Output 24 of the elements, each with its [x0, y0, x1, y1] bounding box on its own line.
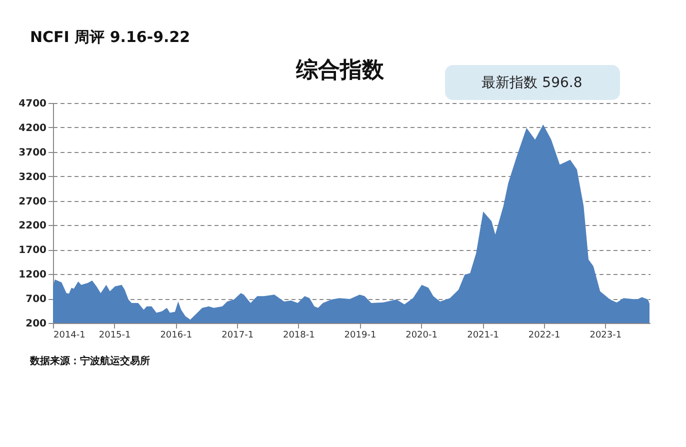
y-tick-label: 2200: [18, 220, 47, 232]
x-tick-label: 2018-1: [282, 330, 315, 340]
x-tick-label: 2021-1: [467, 330, 499, 340]
text: 最新指数 596.8: [482, 75, 582, 91]
y-tick-label: 2700: [18, 196, 47, 208]
chart-title: 综合指数: [295, 58, 385, 83]
x-tick-label: 2019-1: [344, 330, 376, 340]
y-tick-label: 1700: [18, 245, 47, 256]
y-tick-label: 700: [26, 294, 47, 306]
source-note: 数据来源：宁波航运交易所: [29, 355, 150, 367]
x-tick-label: 2023-1: [590, 330, 622, 340]
text: NCFI 周评 9.16-9.22: [30, 28, 190, 46]
x-tick-label: 2016-1: [160, 330, 192, 340]
y-tick-label: 4200: [18, 122, 47, 134]
y-tick-label: 3700: [18, 147, 47, 158]
x-tick-label: 2017-1: [222, 330, 254, 340]
y-tick-label: 1200: [18, 270, 47, 281]
x-tick-label: 2020-1: [406, 330, 438, 340]
y-tick-label: 3200: [18, 172, 47, 183]
x-tick-label: 2015-1: [98, 330, 131, 340]
x-tick-label: 2022-1: [528, 330, 560, 340]
y-tick-label: 200: [26, 318, 47, 330]
y-tick-label: 4700: [18, 98, 47, 110]
x-tick-label: 2014-1: [54, 330, 86, 340]
